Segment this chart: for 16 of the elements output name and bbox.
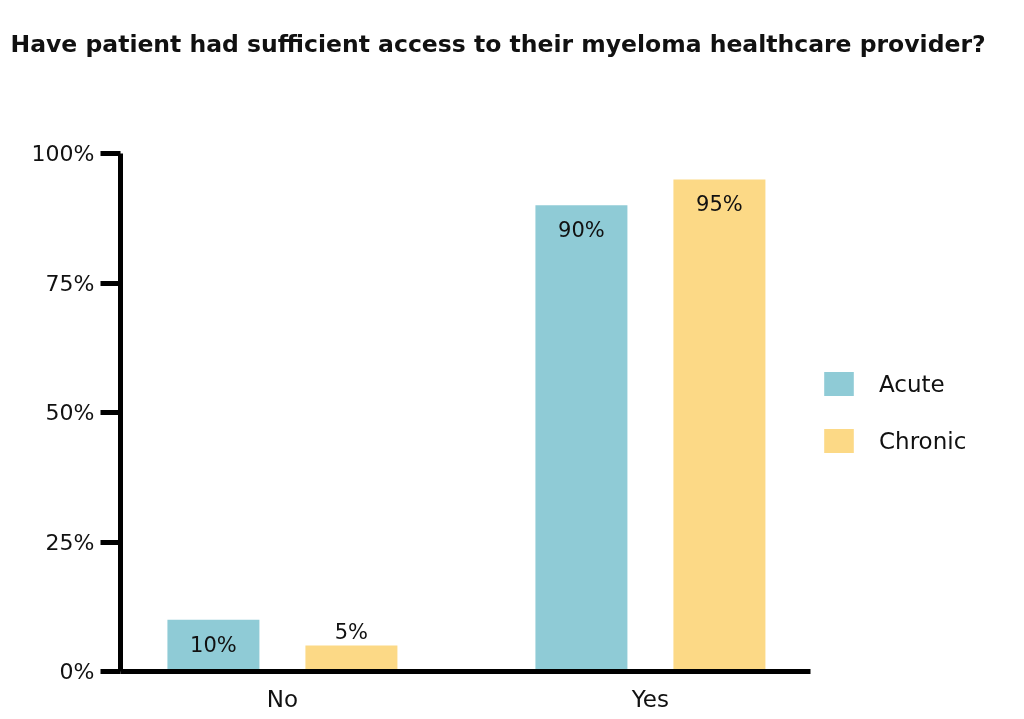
- y-tick-label: 100%: [31, 141, 95, 166]
- legend-label: Chronic: [879, 427, 967, 454]
- y-tick-label: 50%: [45, 400, 95, 425]
- data-label: 90%: [558, 218, 605, 243]
- bar: [673, 179, 766, 672]
- bar: [535, 205, 628, 672]
- legend-label: Acute: [879, 370, 945, 397]
- y-tick-label: 75%: [45, 270, 95, 296]
- y-tick-label: 25%: [45, 529, 95, 555]
- data-label: 95%: [696, 192, 743, 217]
- x-tick-label: No: [266, 685, 299, 712]
- x-tick-label: Yes: [630, 685, 669, 712]
- y-tick-label: 0%: [59, 659, 95, 684]
- data-label: 10%: [190, 632, 237, 657]
- data-label: 5%: [334, 619, 369, 644]
- chart-title: Have patient had sufficient access to their myeloma healthcare provider?: [10, 29, 986, 58]
